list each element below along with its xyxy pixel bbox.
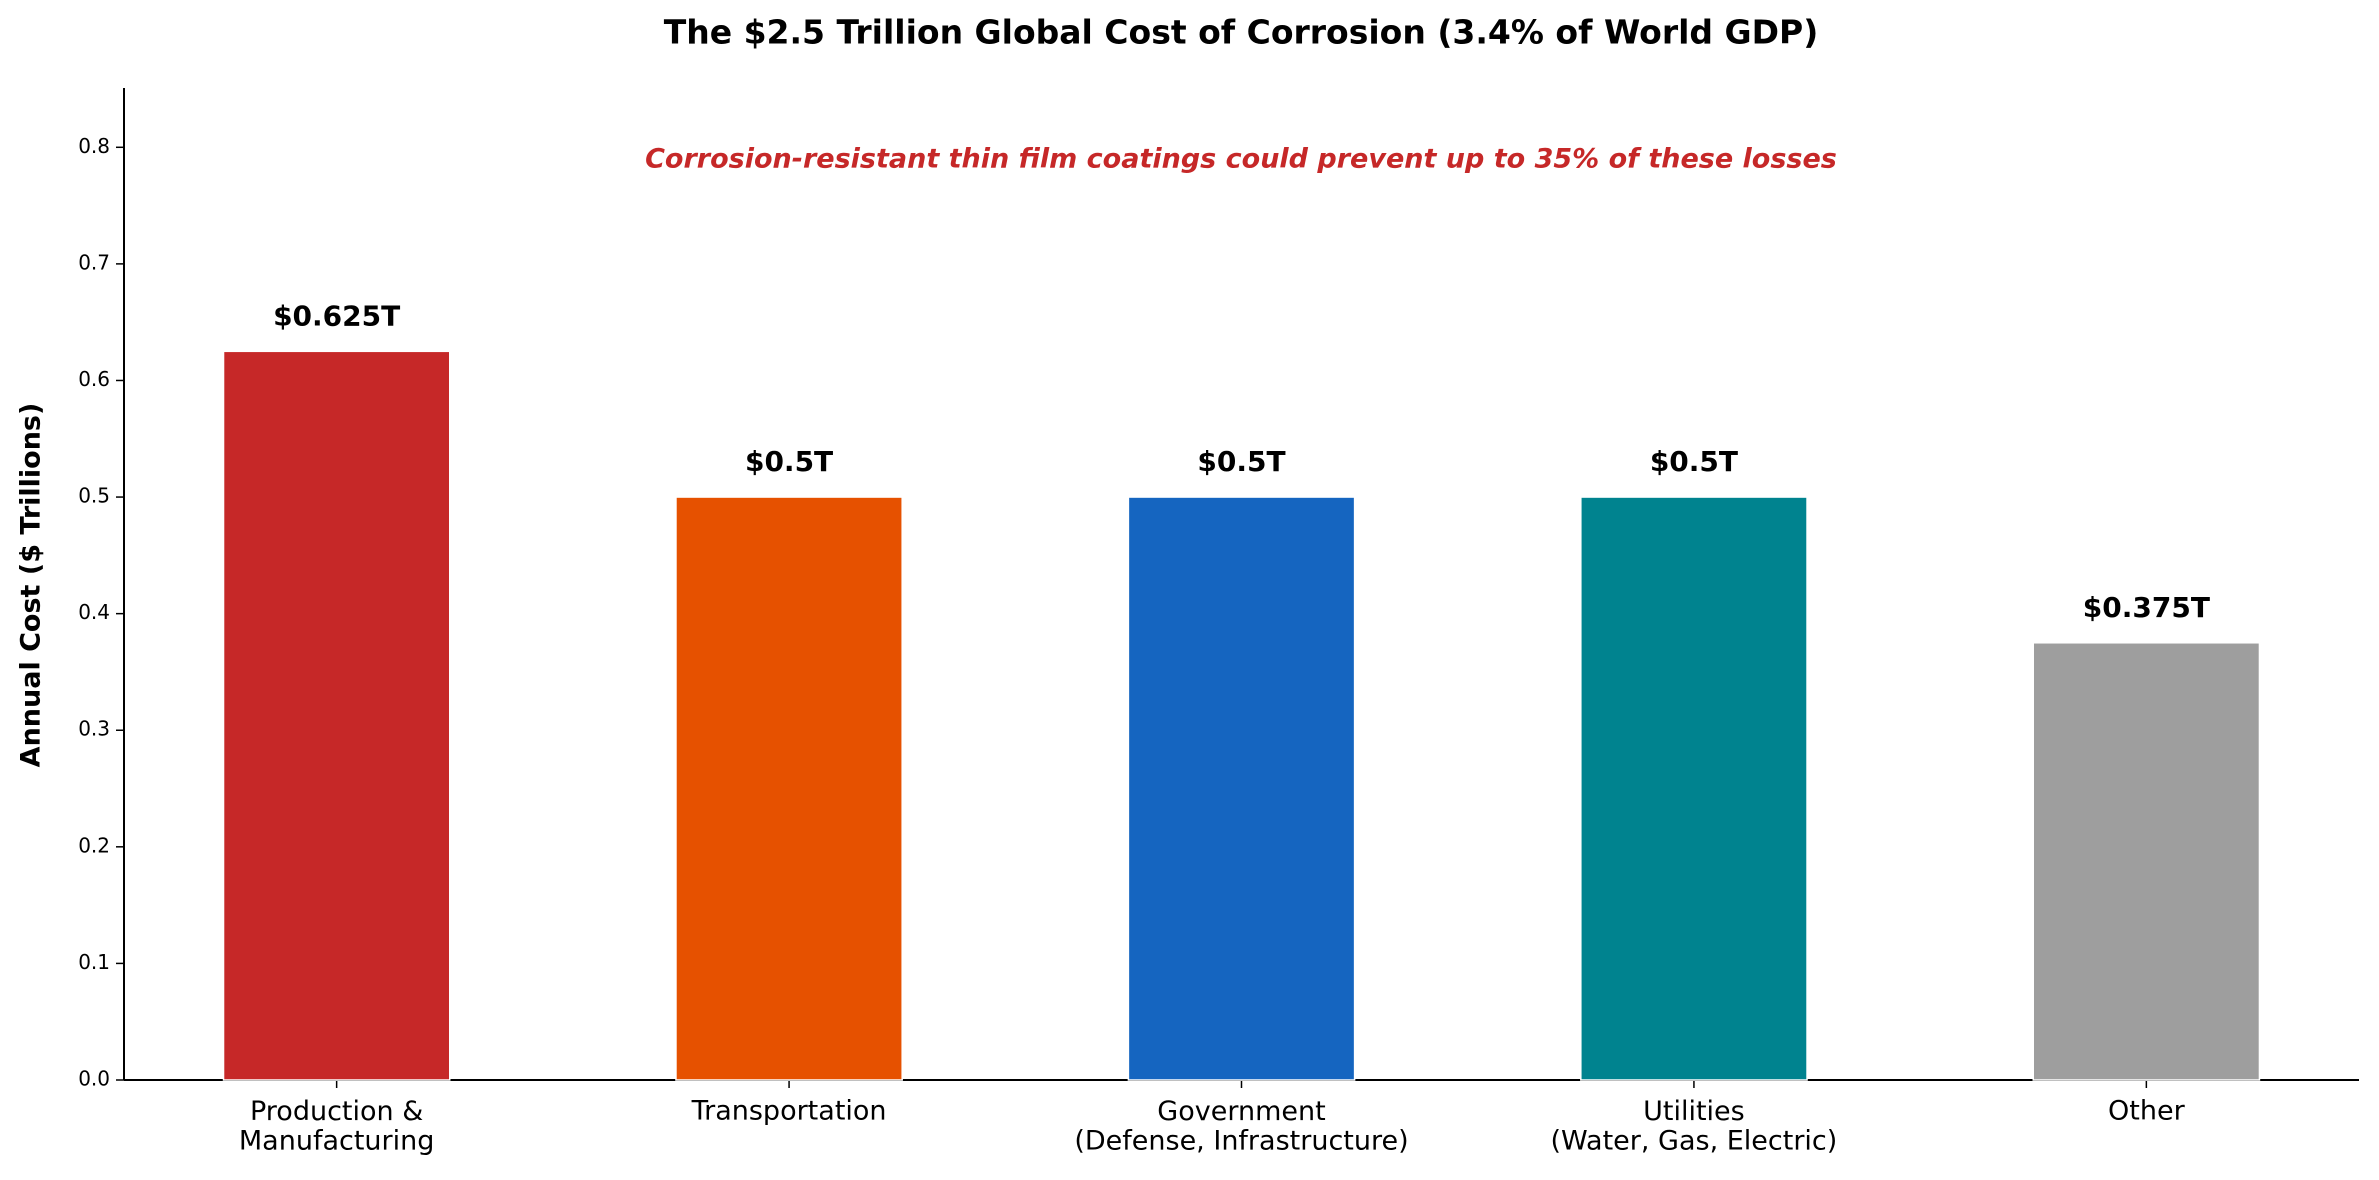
bar bbox=[222, 350, 451, 1081]
bar bbox=[1580, 496, 1808, 1081]
x-tick-label: Transportation bbox=[691, 1096, 887, 1127]
bar bbox=[1127, 496, 1356, 1081]
x-tick-label: Other bbox=[2108, 1096, 2186, 1127]
y-tick-label: 0.0 bbox=[78, 1067, 110, 1091]
x-tick-label: Utilities (Water, Gas, Electric) bbox=[1551, 1096, 1838, 1157]
y-tick-label: 0.1 bbox=[78, 950, 110, 974]
y-tick-label: 0.2 bbox=[78, 833, 110, 857]
y-tick-label: 0.6 bbox=[78, 367, 110, 391]
bar bbox=[2032, 642, 2261, 1081]
value-label: $0.625T bbox=[273, 299, 400, 332]
value-label: $0.5T bbox=[1197, 445, 1285, 478]
y-tick-label: 0.7 bbox=[78, 250, 110, 274]
y-tick-label: 0.3 bbox=[78, 717, 110, 741]
value-label: $0.375T bbox=[2083, 591, 2210, 624]
y-tick-label: 0.8 bbox=[78, 134, 110, 158]
bar bbox=[675, 496, 903, 1081]
x-tick-label: Government (Defense, Infrastructure) bbox=[1074, 1096, 1408, 1157]
y-axis-label: Annual Cost ($ Trillions) bbox=[16, 403, 47, 768]
chart-title: The $2.5 Trillion Global Cost of Corrosi… bbox=[664, 13, 1819, 52]
y-tick-label: 0.4 bbox=[78, 600, 110, 624]
value-label: $0.5T bbox=[1650, 445, 1738, 478]
y-tick-label: 0.5 bbox=[78, 484, 110, 508]
x-tick-label: Production & Manufacturing bbox=[239, 1096, 435, 1157]
value-label: $0.5T bbox=[745, 445, 833, 478]
annotation: Corrosion-resistant thin film coatings c… bbox=[645, 144, 1837, 175]
